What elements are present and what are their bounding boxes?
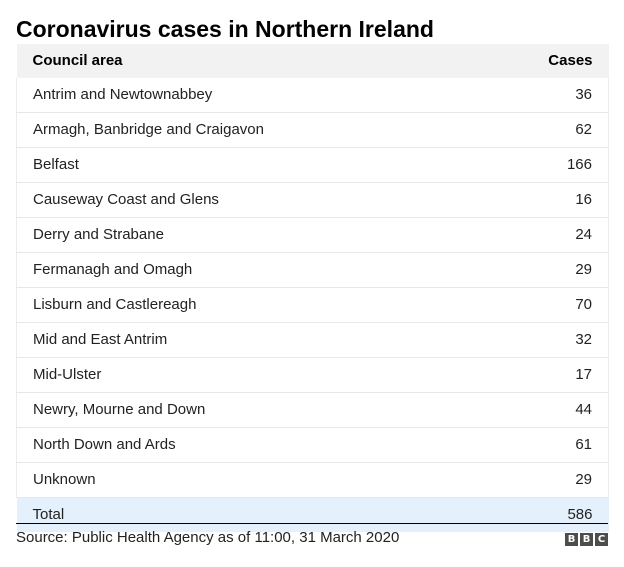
- cases-cell: 36: [476, 78, 609, 113]
- council-area-cell: Armagh, Banbridge and Craigavon: [16, 112, 477, 148]
- total-label: Total: [32, 506, 65, 523]
- table-row: Armagh, Banbridge and Craigavon 62: [16, 112, 609, 148]
- table-row: Fermanagh and Omagh 29: [16, 252, 609, 288]
- bbc-logo-letter: B: [565, 533, 578, 546]
- cases-table-container: Council area Cases Antrim and Newtownabb…: [16, 44, 609, 532]
- column-header-council-area: Council area: [32, 52, 123, 69]
- cases-cell: 29: [476, 462, 609, 498]
- cases-cell: 61: [476, 427, 609, 463]
- cases-cell: 29: [476, 252, 609, 288]
- bbc-logo-letter: C: [595, 533, 608, 546]
- table-body: Antrim and Newtownabbey 36 Armagh, Banbrid…: [16, 78, 609, 498]
- cases-cell: 24: [476, 217, 609, 253]
- cases-cell: 16: [476, 182, 609, 218]
- table-row: Causeway Coast and Glens 16: [16, 182, 609, 218]
- council-area-cell: Newry, Mourne and Down: [16, 392, 477, 428]
- cases-cell: 44: [476, 392, 609, 428]
- column-header-cases: Cases: [548, 52, 593, 69]
- table-row: Newry, Mourne and Down 44: [16, 392, 609, 428]
- cases-cell: 70: [476, 287, 609, 323]
- cases-table: Council area Cases Antrim and Newtownabb…: [16, 44, 609, 532]
- council-area-cell: Causeway Coast and Glens: [16, 182, 477, 218]
- table-row: Belfast 166: [16, 147, 609, 183]
- table-row: Lisburn and Castlereagh 70: [16, 287, 609, 323]
- council-area-cell: Mid-Ulster: [16, 357, 477, 393]
- source-note: Source: Public Health Agency as of 11:00…: [16, 529, 400, 546]
- table-row: Mid and East Antrim 32: [16, 322, 609, 358]
- table-row: Antrim and Newtownabbey 36: [16, 78, 609, 113]
- cases-cell: 166: [476, 147, 609, 183]
- bbc-logo-letter: B: [580, 533, 593, 546]
- council-area-cell: Unknown: [16, 462, 477, 498]
- council-area-cell: North Down and Ards: [16, 427, 477, 463]
- table-row: Mid-Ulster 17: [16, 357, 609, 393]
- table-row: Unknown 29: [16, 462, 609, 498]
- table-header-row: Council area Cases: [16, 44, 609, 78]
- chart-title: Coronavirus cases in Northern Ireland: [16, 16, 434, 42]
- council-area-cell: Fermanagh and Omagh: [16, 252, 477, 288]
- cases-cell: 32: [476, 322, 609, 358]
- council-area-cell: Mid and East Antrim: [16, 322, 477, 358]
- footer-divider: [16, 523, 608, 524]
- bbc-logo: B B C: [565, 533, 608, 546]
- council-area-cell: Derry and Strabane: [16, 217, 477, 253]
- council-area-cell: Antrim and Newtownabbey: [16, 78, 477, 113]
- cases-cell: 17: [476, 357, 609, 393]
- council-area-cell: Lisburn and Castlereagh: [16, 287, 477, 323]
- total-value: 586: [567, 506, 593, 523]
- table-row: Derry and Strabane 24: [16, 217, 609, 253]
- council-area-cell: Belfast: [16, 147, 477, 183]
- table-row: North Down and Ards 61: [16, 427, 609, 463]
- cases-cell: 62: [476, 112, 609, 148]
- total-row: Total 586: [16, 497, 609, 532]
